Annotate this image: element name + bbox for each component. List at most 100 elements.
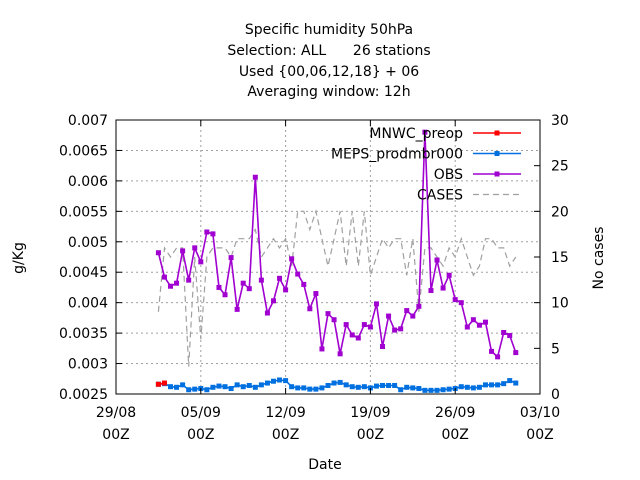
data-point — [458, 300, 464, 306]
data-point — [234, 382, 240, 388]
data-point — [440, 387, 446, 393]
data-point — [507, 378, 513, 384]
y-tick-label: 0.0035 — [59, 326, 108, 342]
data-point — [155, 250, 161, 256]
data-point — [270, 298, 276, 304]
data-point — [325, 311, 331, 317]
data-point — [434, 387, 440, 393]
y2-axis-tick-labels: 0 5 10 15 20 25 30 — [551, 113, 569, 403]
data-point — [283, 378, 289, 384]
data-point — [210, 384, 216, 390]
data-point — [301, 281, 307, 287]
series-line — [157, 132, 517, 359]
x-axis-tick-labels: 29/08 00Z 05/09 00Z 12/09 00Z 19/09 00Z 26/09 00Z… — [96, 405, 560, 443]
legend-label: MEPS_prodmbr000 — [331, 147, 463, 163]
x-tick-label-time: 00Z — [441, 427, 468, 443]
y-tick-label: 0.0025 — [59, 387, 108, 403]
data-point — [204, 387, 210, 393]
data-point — [355, 335, 361, 341]
y2-tick-label: 5 — [551, 341, 560, 357]
data-point — [331, 380, 337, 386]
data-point — [343, 382, 349, 388]
legend-label: OBS — [434, 167, 463, 183]
data-point — [428, 287, 434, 293]
y2-tick-label: 30 — [551, 113, 569, 129]
data-point — [252, 384, 258, 390]
data-point — [380, 344, 386, 350]
data-point — [373, 383, 379, 389]
data-point — [452, 297, 458, 303]
data-point — [392, 382, 398, 388]
data-point — [295, 385, 301, 391]
y-tick-label: 0.007 — [68, 113, 108, 129]
x-tick-label-time: 00Z — [357, 427, 384, 443]
data-point — [319, 385, 325, 391]
data-point — [386, 382, 392, 388]
data-point — [240, 280, 246, 286]
data-point — [367, 385, 373, 391]
data-point — [313, 386, 319, 392]
legend-label: MNWC_preop — [369, 126, 463, 142]
data-point — [216, 383, 222, 389]
data-point — [283, 287, 289, 293]
data-point — [422, 387, 428, 393]
data-point — [398, 326, 404, 332]
data-point — [513, 380, 519, 386]
data-point — [307, 386, 313, 392]
x-tick-label-time: 00Z — [526, 427, 553, 443]
data-point — [434, 257, 440, 263]
y2-tick-label: 0 — [551, 387, 560, 403]
data-point — [476, 322, 482, 328]
x-tick-label-date: 19/09 — [350, 405, 390, 421]
data-point — [264, 310, 270, 316]
data-point — [246, 382, 252, 388]
data-point — [222, 292, 228, 298]
data-point — [155, 381, 161, 387]
data-point — [470, 385, 476, 391]
data-point — [416, 303, 422, 309]
data-point — [289, 256, 295, 262]
x-tick-label-date: 26/09 — [435, 405, 475, 421]
data-point — [501, 330, 507, 336]
plot-frame — [115, 119, 541, 395]
data-point — [458, 384, 464, 390]
data-point — [495, 382, 501, 388]
data-point — [319, 346, 325, 352]
chart-title: Specific humidity 50hPa Selection: ALL 2… — [227, 22, 430, 100]
data-point — [192, 245, 198, 251]
data-point — [252, 174, 258, 180]
data-point — [168, 384, 174, 390]
data-point — [186, 387, 192, 393]
data-point — [367, 324, 373, 330]
data-point — [361, 384, 367, 390]
x-tick-label-date: 12/09 — [265, 405, 305, 421]
y-tick-label: 0.004 — [68, 296, 108, 312]
title-line: Selection: ALL 26 stations — [227, 43, 430, 59]
data-point — [416, 386, 422, 392]
data-point — [313, 291, 319, 297]
series-layer — [155, 129, 519, 393]
legend: MNWC_preop MEPS_prodmbr000 OBS CASES — [331, 126, 521, 204]
data-point — [349, 332, 355, 338]
data-point — [482, 319, 488, 325]
y2-axis-label: No cases — [591, 227, 607, 290]
data-point — [355, 384, 361, 390]
y2-tick-label: 20 — [551, 204, 569, 220]
data-point — [216, 284, 222, 290]
y2-tick-label: 25 — [551, 159, 569, 175]
data-point — [258, 277, 264, 283]
data-point — [422, 129, 428, 135]
data-point — [174, 280, 180, 286]
data-point — [343, 322, 349, 328]
data-point — [428, 387, 434, 393]
y-tick-label: 0.0065 — [59, 143, 108, 159]
data-point — [186, 277, 192, 283]
legend-marker — [494, 171, 500, 177]
title-line: Specific humidity 50hPa — [245, 22, 413, 38]
data-point — [161, 274, 167, 280]
data-point — [446, 272, 452, 278]
x-tick-label-date: 05/09 — [181, 405, 221, 421]
x-tick-label-time: 00Z — [187, 427, 214, 443]
series-cases — [157, 209, 517, 367]
